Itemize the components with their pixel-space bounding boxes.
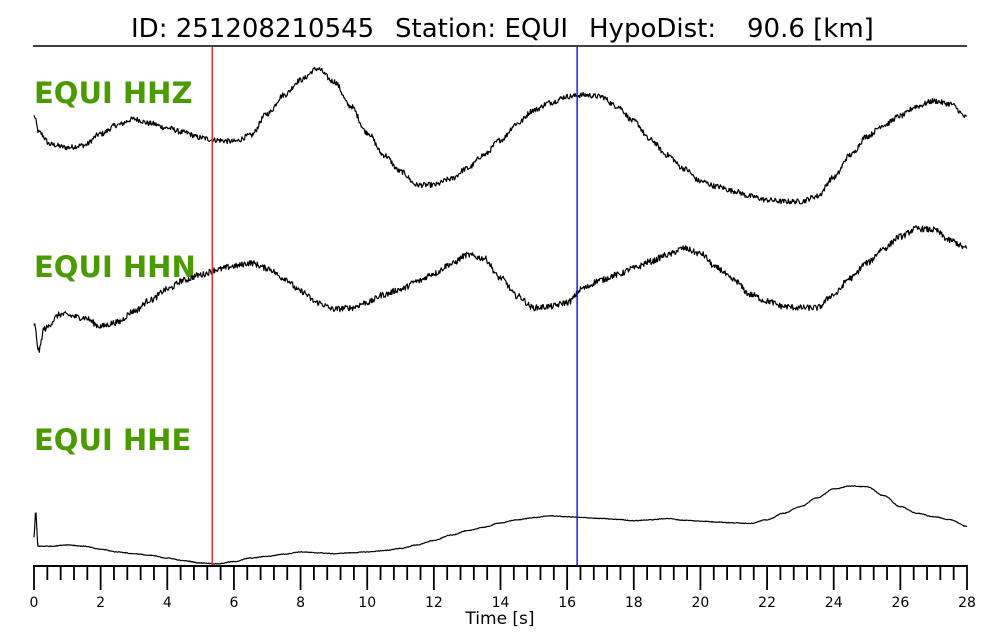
x-tick-label: 4 [163, 595, 172, 611]
x-tick-label: 28 [958, 595, 976, 611]
x-axis: 0 2 4 6 8 10 12 14 16 18 20 22 24 26 28 [30, 565, 976, 611]
x-axis-label: Time [s] [464, 609, 534, 629]
trace-group [33, 66, 968, 565]
pick-lines [211, 47, 578, 566]
hypodist-title: HypoDist: [589, 14, 716, 44]
trace-equi-hhz [33, 66, 968, 205]
hypodist-value: 90.6 [km] [747, 14, 874, 44]
x-tick-label: 22 [758, 595, 776, 611]
channel-label-hhz: EQUI HHZ [34, 76, 192, 110]
x-tick-label: 14 [492, 595, 510, 611]
event-id-title: ID: 251208210545 [131, 14, 374, 44]
x-tick-label: 24 [825, 595, 843, 611]
x-tick-label: 26 [891, 595, 909, 611]
x-tick-label: 12 [425, 595, 443, 611]
channel-label-hhn: EQUI HHN [34, 250, 196, 284]
x-tick-label: 20 [692, 595, 710, 611]
x-tick-label: 18 [625, 595, 643, 611]
x-tick-label: 2 [96, 595, 105, 611]
x-tick-label: 16 [558, 595, 576, 611]
x-tick-label: 0 [30, 595, 39, 611]
station-title: Station: EQUI [395, 14, 568, 44]
x-tick-label: 6 [229, 595, 238, 611]
x-tick-label: 10 [358, 595, 376, 611]
trace-equi-hhn [33, 225, 968, 353]
trace-equi-hhe [33, 485, 968, 565]
x-tick-label: 8 [296, 595, 305, 611]
channel-label-hhe: EQUI HHE [34, 423, 191, 457]
